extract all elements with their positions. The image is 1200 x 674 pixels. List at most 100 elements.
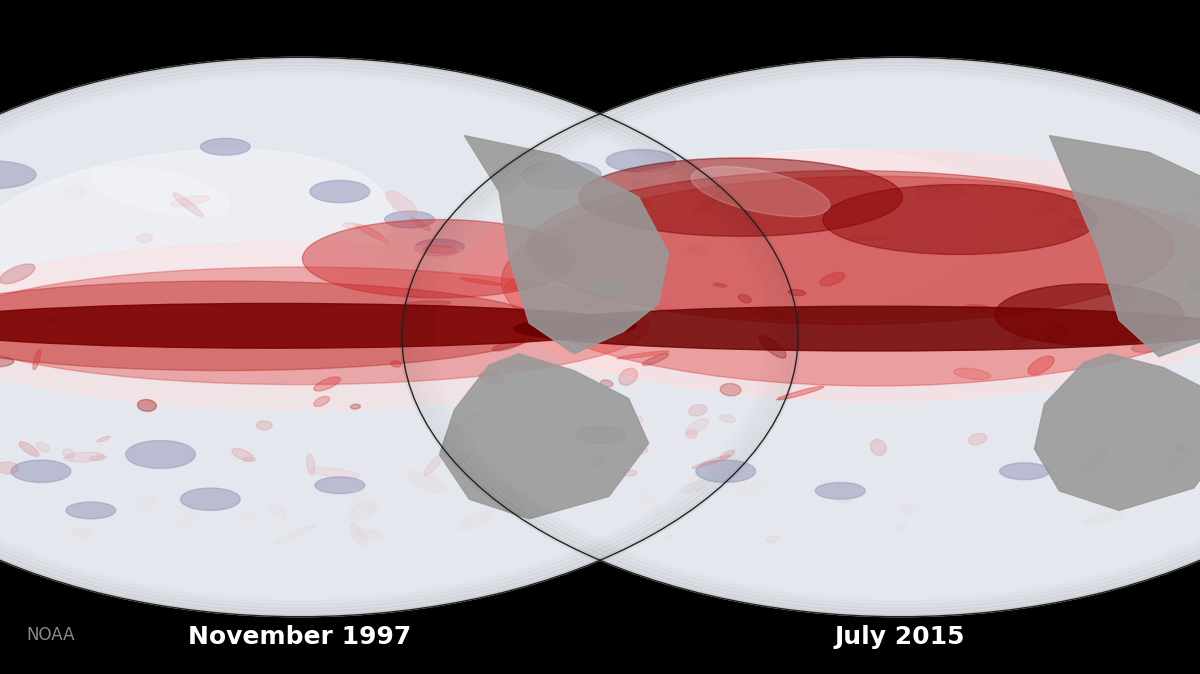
Ellipse shape <box>386 191 418 216</box>
Ellipse shape <box>502 176 1200 386</box>
Ellipse shape <box>634 253 644 274</box>
Ellipse shape <box>72 528 91 538</box>
Ellipse shape <box>1130 464 1145 474</box>
Ellipse shape <box>630 448 648 456</box>
Ellipse shape <box>580 412 629 423</box>
Ellipse shape <box>562 191 596 202</box>
Ellipse shape <box>302 220 576 298</box>
Polygon shape <box>439 354 649 519</box>
Ellipse shape <box>350 523 368 548</box>
Text: July 2015: July 2015 <box>835 625 965 649</box>
Ellipse shape <box>238 514 256 522</box>
Ellipse shape <box>1170 212 1190 222</box>
Ellipse shape <box>739 489 758 500</box>
Ellipse shape <box>257 421 272 430</box>
Ellipse shape <box>914 183 965 200</box>
Ellipse shape <box>424 455 443 476</box>
Ellipse shape <box>1056 226 1068 237</box>
Polygon shape <box>1034 354 1200 510</box>
Ellipse shape <box>835 490 854 502</box>
Ellipse shape <box>1132 342 1162 353</box>
Ellipse shape <box>630 181 664 195</box>
Ellipse shape <box>36 442 50 452</box>
Ellipse shape <box>624 470 637 476</box>
Ellipse shape <box>314 477 365 493</box>
Ellipse shape <box>62 449 74 458</box>
Ellipse shape <box>1172 214 1200 236</box>
Ellipse shape <box>0 303 636 348</box>
Ellipse shape <box>1166 458 1182 469</box>
Circle shape <box>402 57 1200 617</box>
Ellipse shape <box>1068 218 1087 227</box>
Ellipse shape <box>559 149 992 329</box>
Ellipse shape <box>408 471 446 493</box>
Text: November 1997: November 1997 <box>188 625 412 649</box>
Ellipse shape <box>0 264 35 284</box>
Ellipse shape <box>458 511 494 530</box>
Ellipse shape <box>19 442 40 456</box>
Ellipse shape <box>342 223 360 228</box>
Ellipse shape <box>900 504 919 515</box>
Ellipse shape <box>310 468 360 478</box>
Ellipse shape <box>1190 193 1200 204</box>
Ellipse shape <box>1010 333 1026 347</box>
Ellipse shape <box>424 246 457 253</box>
Ellipse shape <box>815 483 865 499</box>
Ellipse shape <box>589 280 629 294</box>
Circle shape <box>402 57 1200 617</box>
Ellipse shape <box>452 409 485 431</box>
Ellipse shape <box>1028 356 1054 375</box>
Ellipse shape <box>492 340 524 351</box>
Ellipse shape <box>700 183 738 191</box>
Ellipse shape <box>995 284 1184 345</box>
Ellipse shape <box>358 224 383 239</box>
Ellipse shape <box>0 281 550 371</box>
Ellipse shape <box>385 211 434 228</box>
Ellipse shape <box>720 450 734 460</box>
Ellipse shape <box>126 441 196 468</box>
Ellipse shape <box>776 386 824 400</box>
Ellipse shape <box>738 295 751 303</box>
Ellipse shape <box>173 193 203 217</box>
Ellipse shape <box>720 415 736 423</box>
Ellipse shape <box>823 185 1097 255</box>
Ellipse shape <box>1175 443 1190 452</box>
Ellipse shape <box>601 380 613 387</box>
Ellipse shape <box>180 488 240 510</box>
Polygon shape <box>1049 135 1200 357</box>
Ellipse shape <box>522 161 601 189</box>
Ellipse shape <box>692 455 731 468</box>
Ellipse shape <box>1081 421 1109 427</box>
Circle shape <box>0 57 798 617</box>
Ellipse shape <box>962 305 988 313</box>
Ellipse shape <box>307 454 314 475</box>
Ellipse shape <box>170 195 210 206</box>
Ellipse shape <box>694 193 722 215</box>
Ellipse shape <box>680 480 709 493</box>
Ellipse shape <box>97 436 110 442</box>
Ellipse shape <box>0 242 686 410</box>
Ellipse shape <box>714 283 727 287</box>
Ellipse shape <box>898 524 907 532</box>
Ellipse shape <box>1189 280 1200 294</box>
Ellipse shape <box>689 404 707 416</box>
Ellipse shape <box>66 502 115 519</box>
Ellipse shape <box>352 489 378 512</box>
Ellipse shape <box>538 436 572 453</box>
Ellipse shape <box>461 278 503 285</box>
Ellipse shape <box>1082 448 1109 472</box>
Ellipse shape <box>1000 463 1050 480</box>
Ellipse shape <box>593 456 606 467</box>
Ellipse shape <box>731 482 768 493</box>
Ellipse shape <box>461 189 499 200</box>
Ellipse shape <box>1042 200 1063 211</box>
Ellipse shape <box>485 406 516 420</box>
Ellipse shape <box>137 234 152 243</box>
Ellipse shape <box>696 460 756 483</box>
Ellipse shape <box>665 534 674 541</box>
Ellipse shape <box>242 458 257 462</box>
Ellipse shape <box>553 417 565 423</box>
Ellipse shape <box>350 404 360 409</box>
Ellipse shape <box>870 439 887 456</box>
Ellipse shape <box>551 223 593 240</box>
